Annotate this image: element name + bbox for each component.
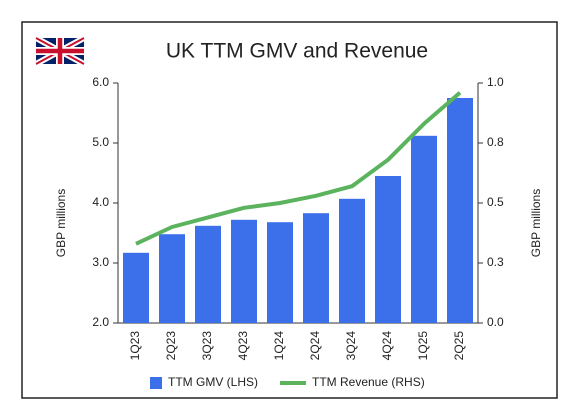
legend-swatch [150, 377, 162, 389]
bar [267, 222, 293, 323]
x-tick-label: 4Q24 [380, 331, 394, 361]
bar [375, 176, 401, 323]
x-tick-label: 1Q24 [272, 331, 286, 361]
bar [339, 198, 365, 323]
y2-tick-label: 0.5 [487, 195, 504, 209]
y-tick-label: 2.0 [92, 315, 109, 329]
x-tick-label: 1Q25 [416, 331, 430, 361]
bar [303, 213, 329, 323]
y2-tick-label: 0.0 [487, 315, 504, 329]
x-tick-label: 2Q24 [308, 331, 322, 361]
y-axis-title: GBP millions [54, 189, 68, 257]
x-tick-label: 2Q23 [164, 331, 178, 361]
x-tick-label: 1Q23 [128, 331, 142, 361]
y2-tick-label: 0.8 [487, 135, 504, 149]
y-tick-label: 4.0 [92, 195, 109, 209]
line [135, 91, 462, 246]
bar [195, 225, 221, 323]
bar [411, 135, 437, 323]
x-tick-label: 3Q23 [200, 331, 214, 361]
chart-title: UK TTM GMV and Revenue [166, 40, 428, 63]
bar [231, 219, 257, 323]
x-tick-label: 2Q25 [452, 331, 466, 361]
y-tick-label: 5.0 [92, 135, 109, 149]
x-tick-label: 3Q24 [344, 331, 358, 361]
legend-label: TTM Revenue (RHS) [312, 375, 425, 389]
bar [447, 98, 473, 323]
y2-axis-title: GBP millions [529, 189, 543, 257]
x-tick-label: 4Q23 [236, 331, 250, 361]
bar [159, 234, 185, 323]
uk-flag [34, 35, 86, 67]
legend-label: TTM GMV (LHS) [168, 375, 258, 389]
y-tick-label: 3.0 [92, 255, 109, 269]
y2-tick-label: 1.0 [487, 75, 504, 89]
y2-tick-label: 0.3 [487, 255, 504, 269]
bar [123, 252, 149, 323]
y-tick-label: 6.0 [92, 75, 109, 89]
